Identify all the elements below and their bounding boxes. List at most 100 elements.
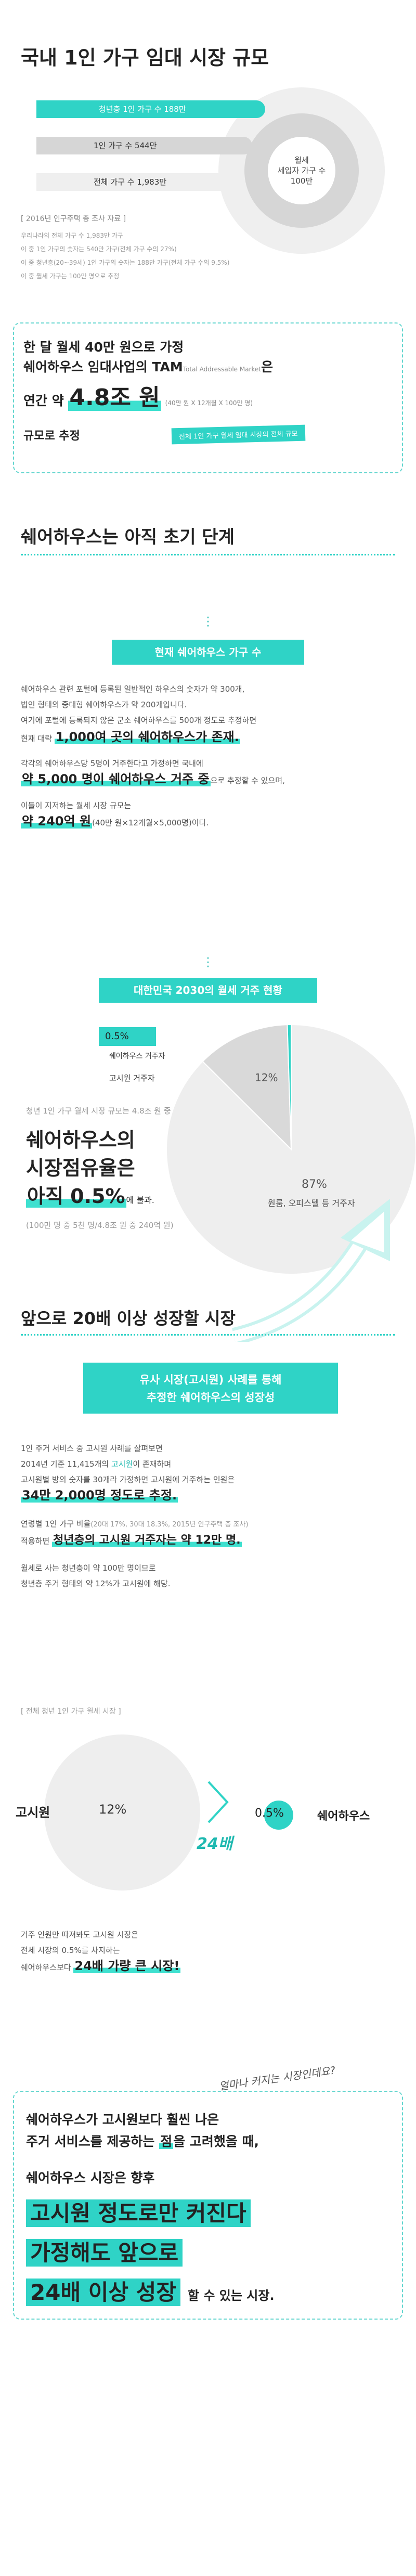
conclusion-big-2: 가정해도 앞으로 (26, 2236, 395, 2270)
banner-growth-line-2: 추정한 쉐어하우스의 성장성 (146, 1391, 275, 1404)
text-line: 법인 형태의 중대형 쉐어하우스가 약 200개입니다. (21, 700, 187, 709)
goshiwon-paragraph: 1인 주거 서비스 중 고시원 사례를 살펴보면 2014년 기준 11,415… (21, 1441, 406, 1591)
pie-label-goshiwon-pct: 12% (255, 1071, 278, 1084)
source-label: [ 2016년 인구주택 총 조사 자료 ] (21, 215, 126, 223)
conclusion-big-3: 24배 이상 성장 할 수 있는 시장. (26, 2275, 395, 2310)
text-prefix: 2014년 기준 11,415개의 (21, 1459, 111, 1469)
text-line: 각각의 쉐어하우스당 5명이 거주한다고 가정하면 국내에 (21, 759, 203, 768)
highlight-1000: 1,000여 곳의 쉐어하우스가 존재. (54, 730, 240, 744)
pie-note: 청년 1인 가구 월세 시장 규모는 4.8조 원 중 (26, 1106, 171, 1116)
text-line: 거주 인원만 따져봐도 고시원 시장은 (21, 1930, 139, 1939)
pie-label-other-pct: 87% (302, 1178, 327, 1191)
text-prefix: 쉐어하우스보다 (21, 1963, 74, 1972)
pie-footnote: (100만 명 중 5천 명/4.8조 원 중 240억 원) (26, 1221, 174, 1230)
text-line: 여기에 포털에 등록되지 않은 군소 쉐어하우스를 500개 정도로 추정하면 (21, 716, 257, 725)
highlight-12man: 청년층의 고시원 거주자는 약 12만 명. (51, 1534, 242, 1547)
text-line: 쉐어하우스 관련 포털에 등록된 일반적인 하우스의 숫자가 약 300개, (21, 684, 245, 694)
conclusion-box (13, 2091, 403, 2320)
pie-label-other-name: 원룸, 오피스텔 등 거주자 (268, 1198, 355, 1208)
tam-line-2-text: 쉐어하우스 임대사업의 TAM (23, 359, 183, 374)
text-line: 연령별 1인 가구 비율(20대 17%, 30대 18.3%, 2015년 인… (21, 1516, 406, 1533)
big-highlight-3: 24배 이상 성장 (26, 2279, 180, 2306)
banner-growth: 유사 시장(고시원) 사례를 통해 추정한 쉐어하우스의 성장성 (83, 1363, 338, 1414)
conclusion-line-2: 주거 서비스를 제공하는 점을 고려했을 때, (26, 2131, 395, 2153)
tam-prefix: 연간 약 (23, 393, 69, 408)
multiplier: 24배 (197, 1835, 233, 1853)
text-line: 2014년 기준 11,415개의 고시원이 존재하며 (21, 1456, 406, 1472)
share-rate-line-1: 쉐어하우스의 (26, 1129, 135, 1151)
share-rate-highlight: 아직 0.5% (26, 1185, 126, 1208)
households-circle-inner: 월세 세입자 가구 수 100만 (268, 137, 335, 204)
title-underline-dots (21, 554, 395, 555)
banner-2030-rent: 대한민국 2030의 월세 거주 현황 (99, 978, 317, 1003)
sharehouse-paragraph: 쉐어하우스 관련 포털에 등록된 일반적인 하우스의 숫자가 약 300개, 법… (21, 681, 406, 831)
title-underline-dots (21, 1334, 395, 1336)
goshiwon-link[interactable]: 고시원 (111, 1459, 133, 1469)
chevron-right-icon (207, 1781, 229, 1823)
tam-line-3: 연간 약 4.8조 원 (40만 원 X 12개월 X 100만 명) (23, 384, 398, 415)
tam-line-4: 규모로 추정 (23, 430, 80, 443)
text-line-highlight: 현재 대략 1,000여 곳의 쉐어하우스가 존재. (21, 729, 406, 746)
handwriting-note: 얼마나 커지는 시장인데요? (218, 2064, 336, 2093)
banner-sharehouse-count: 현재 쉐어하우스 가구 수 (112, 640, 304, 665)
text-line-highlight: 쉐어하우스보다 24배 가량 큰 시장! (21, 1958, 385, 1975)
share-rate-line-2: 시장점유율은 (26, 1157, 135, 1180)
sharehouse-name: 쉐어하우스 (317, 1810, 370, 1823)
text-line: 전체 시장의 0.5%를 차지하는 (21, 1946, 120, 1955)
bar-youth-households: 청년층 1인 가구 수 188만 (36, 100, 265, 118)
conclusion-suffix: 을 고려했을 때, (173, 2134, 259, 2149)
tam-formula: (40만 원 X 12개월 X 100만 명) (165, 399, 253, 407)
tam-box (13, 322, 403, 473)
text-suffix: (40만 원×12개월×5,000명)이다. (92, 818, 209, 827)
compare-label: [ 전체 청년 1인 가구 월세 시장 ] (21, 1707, 121, 1716)
conclusion-tail: 할 수 있는 시장. (187, 2288, 275, 2303)
circle-line-3: 100만 (290, 176, 313, 186)
section3-title: 앞으로 20배 이상 성장할 시장 (21, 1309, 236, 1328)
text-line: 청년층 주거 형태의 약 12%가 고시원에 해당. (21, 1579, 171, 1588)
text-line-highlight: 약 240억 원 (40만 원×12개월×5,000명)이다. (21, 813, 406, 831)
bar-total-households: 전체 가구 수 1,983만 (36, 173, 234, 191)
text-prefix: 연령별 1인 가구 비율 (21, 1519, 91, 1529)
share-rate-suffix: 에 불과. (126, 1195, 154, 1205)
goshiwon-circle (44, 1734, 200, 1891)
tam-content: 한 달 월세 40만 원으로 가정 쉐어하우스 임대사업의 TAMTotal A… (23, 338, 398, 443)
text-line: 1인 주거 서비스 중 고시원 사례를 살펴보면 (21, 1444, 163, 1453)
text-prefix: 현재 대략 (21, 734, 55, 743)
big-highlight-1: 고시원 정도로만 커진다 (26, 2199, 251, 2227)
compare-paragraph: 거주 인원만 따져봐도 고시원 시장은 전체 시장의 0.5%를 차지하는 쉐어… (21, 1927, 385, 1975)
text-line-highlight: 약 5,000 명이 쉐어하우스 거주 중 으로 추정할 수 있으며, (21, 771, 406, 788)
conclusion-big-1: 고시원 정도로만 커진다 (26, 2196, 395, 2231)
goshiwon-pct: 12% (99, 1802, 127, 1817)
highlight-5000: 약 5,000 명이 쉐어하우스 거주 중 (21, 772, 211, 786)
pie-label-goshiwon: 고시원 거주자 (109, 1073, 155, 1083)
source-notes: 우리나라의 전체 가구 수 1,983만 가구 이 중 1인 가구의 숫자는 5… (21, 229, 229, 283)
pie-label-share: 0.5% (99, 1027, 156, 1046)
text-prefix: 적용하면 (21, 1536, 52, 1546)
text-line: 월세로 사는 청년층이 약 100만 명이므로 (21, 1563, 156, 1573)
note-line: 이 중 청년층(20~39세) 1인 가구의 숫자는 188만 가구(전체 가구… (21, 259, 230, 266)
tam-value: 4.8조 원 (68, 384, 161, 411)
sharehouse-circle (264, 1801, 293, 1830)
conclusion-line-1: 쉐어하우스가 고시원보다 훨씬 나은 (26, 2112, 219, 2127)
dot-divider: · · · (206, 612, 210, 633)
text-suffix: 으로 추정할 수 있으며, (210, 776, 285, 785)
conclusion-prefix: 주거 서비스를 제공하는 (26, 2134, 160, 2149)
share-rate-line-3: 아직 0.5% 에 불과. (26, 1182, 154, 1214)
circle-line-1: 월세 (294, 156, 309, 165)
tam-line-2-suffix: 은 (261, 359, 274, 374)
pie-slice (202, 1024, 292, 1151)
goshiwon-name: 고시원 (16, 1805, 50, 1820)
note-line: 우리나라의 전체 가구 수 1,983만 가구 (21, 232, 123, 239)
banner-growth-line-1: 유사 시장(고시원) 사례를 통해 (139, 1374, 282, 1386)
pie-label-share-name: 쉐어하우스 거주자 (109, 1052, 165, 1060)
text-suffix: 이 존재하며 (133, 1459, 172, 1469)
text-line-highlight: 적용하면 청년층의 고시원 거주자는 약 12만 명. (21, 1533, 406, 1549)
sharehouse-pct: 0.5% (255, 1807, 284, 1820)
text-line: 이들이 지저하는 월세 시장 규모는 (21, 801, 132, 810)
note-line: 이 중 1인 가구의 숫자는 540만 가구(전체 가구 수의 27%) (21, 245, 177, 253)
conclusion-content: 쉐어하우스가 고시원보다 훨씬 나은 주거 서비스를 제공하는 점을 고려했을 … (26, 2109, 395, 2310)
tam-line-1: 한 달 월세 40만 원으로 가정 (23, 340, 184, 355)
highlight-342000: 34만 2,000명 정도로 추정. (21, 1488, 178, 1503)
highlight-24x: 24배 가량 큰 시장! (73, 1959, 181, 1973)
section1-title: 국내 1인 가구 임대 시장 규모 (21, 46, 269, 69)
